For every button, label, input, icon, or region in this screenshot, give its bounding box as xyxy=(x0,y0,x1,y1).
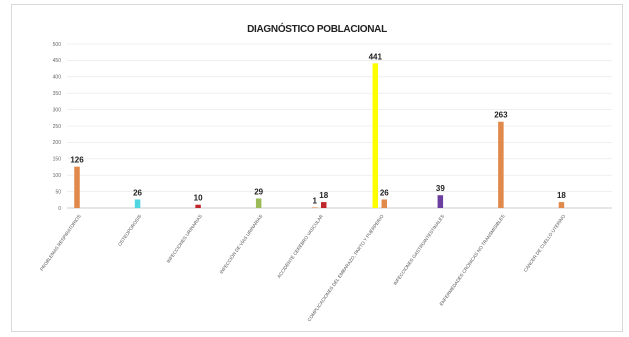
bar xyxy=(74,166,80,208)
x-tick-label: PROBLEMAS RESPIRATORIOS xyxy=(39,214,82,272)
y-tick-label: 250 xyxy=(53,124,62,130)
bar xyxy=(311,207,318,208)
y-tick-label: 150 xyxy=(53,157,62,163)
y-tick-label: 450 xyxy=(53,58,62,64)
bar-layer xyxy=(74,63,565,208)
x-tick-label: COMPLICACIONES DEL EMBARAZO, PARTO Y PUE… xyxy=(306,213,384,322)
chart-svg: DIAGNÓSTICO POBLACIONAL 0 50 100 150 200 250 3… xyxy=(39,22,612,323)
data-label: 18 xyxy=(319,191,328,200)
data-label: 39 xyxy=(436,184,445,193)
data-label: 29 xyxy=(254,187,263,196)
bar xyxy=(134,199,141,208)
x-tick-label: INFECCIÓN DE VÍAS URINARIAS xyxy=(218,213,264,275)
data-label: 18 xyxy=(557,191,566,200)
x-tick-label: ACCIDENTE CEREBRO VASCULAR xyxy=(276,213,324,279)
data-label: 10 xyxy=(194,194,203,203)
grid-layer xyxy=(67,43,612,209)
data-label: 1 xyxy=(312,196,317,205)
data-label: 126 xyxy=(70,156,84,165)
bar xyxy=(498,121,504,208)
chart-frame: DIAGNÓSTICO POBLACIONAL 0 50 100 150 200 250 3… xyxy=(11,4,623,332)
data-label: 441 xyxy=(369,52,383,61)
y-tick-label: 500 xyxy=(53,42,62,48)
y-tick-label: 50 xyxy=(55,189,61,195)
bar xyxy=(255,198,262,208)
y-tick-label: 350 xyxy=(53,91,62,97)
bar xyxy=(320,202,327,208)
data-label: 263 xyxy=(494,111,508,120)
y-tick-label: 400 xyxy=(53,75,62,81)
x-label-layer: PROBLEMAS RESPIRATORIOS OSTEOPOROSIS INFEC… xyxy=(39,213,566,323)
data-label: 26 xyxy=(380,188,389,197)
y-tick-label: 0 xyxy=(58,206,61,212)
y-tick-label: 100 xyxy=(53,173,62,179)
bar xyxy=(381,199,388,208)
x-tick-label: INFECCIONES URINARIAS xyxy=(166,214,203,264)
x-tick-label: ENFERMEDADES CRÓNICAS NO TRANSMISIBLES xyxy=(438,213,506,306)
x-tick-label: INFECCIONES GASTROINTESTINALES xyxy=(392,214,445,286)
x-tick-label: OSTEOPOROSIS xyxy=(117,214,142,247)
x-tick-label: CÁNCER DE CUELLO UTERINO xyxy=(522,213,567,273)
axis-layer: 0 50 100 150 200 250 300 350 400 450 500 xyxy=(53,42,612,212)
data-label: 26 xyxy=(133,188,142,197)
bar xyxy=(372,63,379,208)
y-tick-label: 200 xyxy=(53,140,62,146)
y-tick-label: 300 xyxy=(53,107,62,113)
bar xyxy=(558,202,565,208)
bar xyxy=(437,195,444,208)
chart-title: DIAGNÓSTICO POBLACIONAL xyxy=(247,22,387,35)
bar xyxy=(195,204,201,208)
